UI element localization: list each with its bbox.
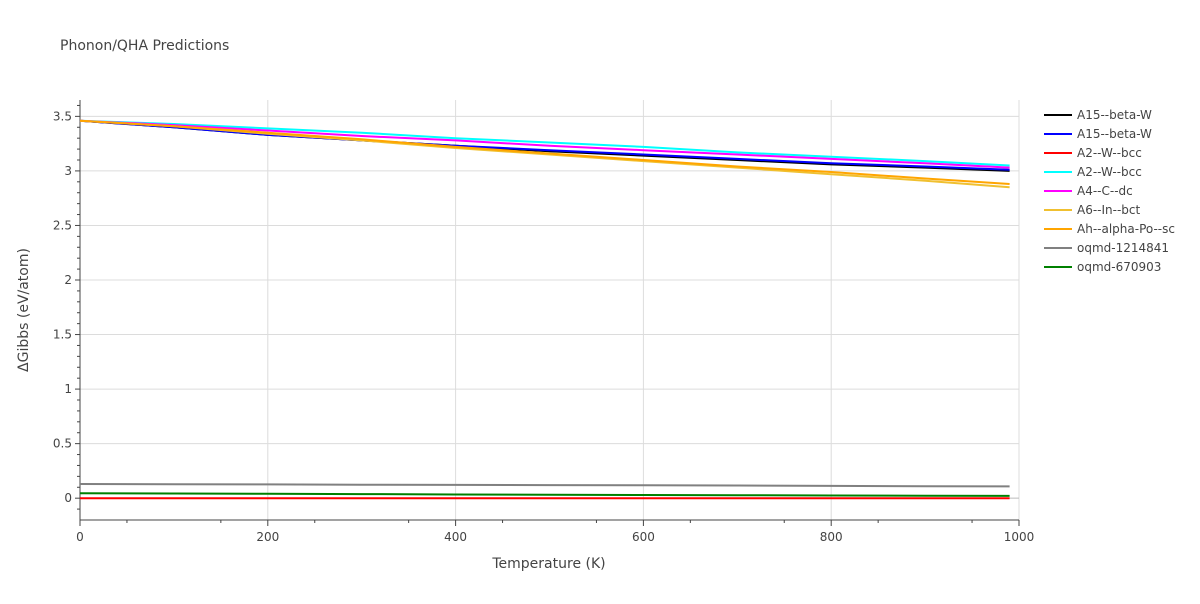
legend-label[interactable]: A4--C--dc (1077, 184, 1133, 198)
series-line-a2-w-bcc-3 (79, 119, 1010, 167)
y-tick-label: 3.5 (53, 109, 72, 123)
x-tick-label: 800 (820, 530, 843, 544)
y-tick-label: 1.5 (53, 328, 72, 342)
legend-label[interactable]: oqmd-1214841 (1077, 241, 1169, 255)
series-line-oqmd-670903-8 (79, 492, 1010, 497)
y-tick-label: 0.5 (53, 437, 72, 451)
series-lines (79, 119, 1010, 500)
x-tick-label: 400 (444, 530, 467, 544)
x-axis-label: Temperature (K) (491, 556, 605, 572)
legend-label[interactable]: A15--beta-W (1077, 108, 1152, 122)
x-tick-label: 600 (632, 530, 655, 544)
series-line-ah-alpha-po-sc-6 (79, 119, 1010, 185)
grid (80, 100, 1020, 520)
series-line-oqmd-1214841-7 (79, 483, 1010, 488)
legend: A15--beta-W A15--beta-W A2--W--bcc A2--W--b… (1044, 108, 1175, 274)
y-tick-label: 0 (64, 491, 72, 505)
x-tick-label: 200 (256, 530, 279, 544)
legend-label[interactable]: oqmd-670903 (1077, 260, 1161, 274)
legend-label[interactable]: A2--W--bcc (1077, 146, 1142, 160)
x-tick-label: 0 (76, 530, 84, 544)
series-line-a15-beta-w-1 (79, 119, 1010, 171)
legend-label[interactable]: A2--W--bcc (1077, 165, 1142, 179)
chart-title: Phonon/QHA Predictions (60, 38, 229, 54)
y-axis-label: ΔGibbs (eV/atom) (16, 248, 32, 372)
x-tick-label: 1000 (1004, 530, 1035, 544)
axes: 0 200 400 600 800 1000 0 0.5 1 1.5 2 2.5 3 3.5 (53, 100, 1034, 544)
y-tick-label: 2.5 (53, 218, 72, 232)
legend-label[interactable]: A15--beta-W (1077, 127, 1152, 141)
y-tick-label: 1 (64, 382, 72, 396)
y-tick-label: 3 (64, 164, 72, 178)
y-tick-label: 2 (64, 273, 72, 287)
series-line-a4-c-dc-4 (79, 119, 1010, 169)
legend-label[interactable]: A6--In--bct (1077, 203, 1141, 217)
legend-label[interactable]: Ah--alpha-Po--sc (1077, 222, 1175, 236)
